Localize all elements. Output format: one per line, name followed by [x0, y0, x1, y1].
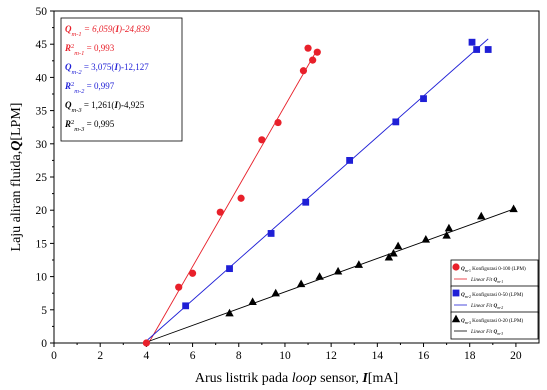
legend-marker: [452, 263, 460, 271]
data-point-series-2: [392, 118, 400, 126]
legend-entry-2: Qm-2 Konfigurasi 0-50 (LPM) Linear Fit Qm…: [450, 285, 539, 314]
data-point-series-3: [421, 235, 431, 243]
y-tick-label: 45: [36, 39, 48, 51]
y-tick-label: 25: [36, 172, 48, 184]
data-point-series-1: [142, 339, 150, 347]
data-point-series-1: [216, 208, 224, 216]
equation-line: R2m-2 = 0,997: [64, 81, 115, 95]
fit-line-3: [143, 207, 517, 344]
x-tick-label: 2: [97, 350, 103, 362]
data-point-series-1: [309, 56, 317, 64]
data-point-series-3: [384, 252, 394, 261]
legend-entry-label: Qm-2 Konfigurasi 0-50 (LPM): [461, 291, 523, 299]
y-tick-label: 15: [36, 238, 48, 250]
legend-entry-3: Qm-3 Konfigurasi 0-20 (LPM) Linear Fit Qm…: [450, 311, 539, 340]
data-point-series-3: [509, 204, 518, 213]
x-axis-title: Arus listrik pada loop sensor, I[mA]: [195, 371, 398, 386]
data-point-series-2: [484, 46, 492, 53]
fit-line-1: [148, 53, 316, 344]
data-point-series-1: [175, 283, 183, 291]
y-tick-label: 40: [36, 72, 48, 84]
legend-fit-label: Linear Fit Qm-2: [470, 303, 503, 310]
x-tick-label: 12: [325, 350, 337, 362]
x-tick-label: 20: [510, 350, 522, 362]
x-tick-label: 18: [464, 350, 476, 362]
x-tick-label: 0: [51, 350, 57, 362]
legend-box: [450, 311, 539, 340]
data-point-series-2: [420, 95, 427, 103]
data-point-series-3: [477, 211, 486, 220]
data-point-series-2: [182, 302, 190, 310]
equation-line: R2m-3 = 0,995: [64, 119, 115, 133]
data-point-series-3: [354, 260, 364, 268]
data-point-series-3: [389, 248, 398, 257]
data-point-series-3: [333, 266, 343, 275]
data-point-series-3: [296, 279, 306, 288]
y-tick-label: 20: [36, 205, 48, 217]
legend-entry-label: Qm-1 Konfigurasi 0-100 (LPM): [461, 265, 526, 273]
legend-box: [450, 285, 539, 314]
data-point-series-2: [302, 198, 310, 206]
legend-fit-label: Linear Fit Qm-1: [470, 277, 503, 284]
legend-entry-label: Qm-3 Konfigurasi 0-20 (LPM): [461, 317, 523, 325]
data-point-series-2: [473, 46, 481, 53]
y-axis-title: Laju aliran fluida,Q[LPM]: [9, 103, 24, 252]
legend-box: [450, 259, 539, 288]
x-tick-label: 10: [279, 350, 291, 362]
data-point-series-1: [237, 194, 245, 202]
data-point-series-1: [258, 136, 266, 144]
equation-line: R2m-1 = 0,993: [64, 43, 115, 57]
fit-line-2: [143, 38, 489, 344]
data-point-series-1: [299, 67, 308, 75]
data-point-series-2: [267, 230, 275, 237]
x-tick-label: 4: [144, 350, 150, 362]
data-point-series-3: [248, 297, 257, 306]
data-point-series-3: [271, 288, 280, 297]
data-point-series-3: [315, 272, 324, 280]
data-point-series-1: [313, 48, 321, 56]
y-tick-label: 0: [41, 338, 47, 350]
y-tick-label: 35: [36, 106, 48, 118]
legend-marker: [451, 314, 461, 323]
equation-line: Qm-3 = 1,261(I)-4,925: [65, 100, 145, 114]
data-point-series-2: [468, 38, 476, 46]
data-point-series-3: [442, 231, 451, 239]
data-point-series-1: [188, 269, 197, 277]
y-tick-label: 10: [36, 272, 48, 284]
equation-box: [60, 17, 183, 142]
legend-fit-label: Linear Fit Qm-3: [470, 329, 503, 336]
legend-marker: [452, 289, 460, 297]
x-tick-label: 8: [236, 350, 242, 362]
data-point-series-2: [226, 265, 233, 273]
data-point-series-3: [444, 223, 454, 232]
data-point-series-2: [346, 157, 354, 164]
equation-line: Qm-1 = 6,059(I)-24,839: [65, 24, 150, 38]
y-tick-label: 50: [36, 6, 48, 18]
legend-entry-1: Qm-1 Konfigurasi 0-100 (LPM) Linear Fit Q…: [450, 259, 539, 288]
data-point-series-3: [225, 308, 234, 317]
equation-line: Qm-2 = 3,075(I)-12,127: [65, 62, 149, 76]
x-tick-label: 16: [418, 350, 430, 362]
x-tick-label: 14: [372, 350, 384, 362]
data-point-series-1: [304, 44, 312, 52]
y-tick-label: 5: [41, 305, 47, 317]
data-point-series-1: [274, 118, 282, 127]
data-point-series-3: [393, 241, 403, 250]
x-tick-label: 6: [190, 350, 196, 362]
y-tick-label: 30: [36, 139, 48, 151]
